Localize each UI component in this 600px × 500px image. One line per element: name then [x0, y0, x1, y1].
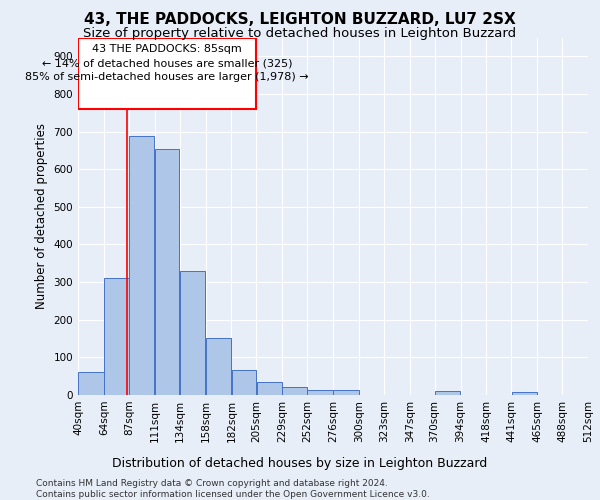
Bar: [155, 148, 179, 395]
Text: 43 THE PADDOCKS: 85sqm: 43 THE PADDOCKS: 85sqm: [92, 44, 242, 54]
Bar: [180, 271, 205, 395]
Text: 85% of semi-detached houses are larger (1,978) →: 85% of semi-detached houses are larger (…: [25, 72, 309, 82]
Bar: [257, 382, 282, 395]
Bar: [129, 136, 154, 395]
Text: Contains public sector information licensed under the Open Government Licence v3: Contains public sector information licen…: [36, 490, 430, 499]
Text: Size of property relative to detached houses in Leighton Buzzard: Size of property relative to detached ho…: [83, 28, 517, 40]
Bar: [78, 38, 256, 109]
Bar: [104, 278, 128, 395]
Text: Distribution of detached houses by size in Leighton Buzzard: Distribution of detached houses by size …: [112, 458, 488, 470]
Bar: [512, 392, 537, 395]
Text: 43, THE PADDOCKS, LEIGHTON BUZZARD, LU7 2SX: 43, THE PADDOCKS, LEIGHTON BUZZARD, LU7 …: [84, 12, 516, 28]
Bar: [206, 338, 231, 395]
Text: Contains HM Land Registry data © Crown copyright and database right 2024.: Contains HM Land Registry data © Crown c…: [36, 479, 388, 488]
Bar: [232, 370, 256, 395]
Bar: [307, 390, 333, 395]
Bar: [78, 372, 104, 395]
Bar: [435, 391, 460, 395]
Text: ← 14% of detached houses are smaller (325): ← 14% of detached houses are smaller (32…: [42, 59, 292, 69]
Bar: [283, 388, 307, 395]
Y-axis label: Number of detached properties: Number of detached properties: [35, 123, 48, 309]
Bar: [333, 390, 359, 395]
